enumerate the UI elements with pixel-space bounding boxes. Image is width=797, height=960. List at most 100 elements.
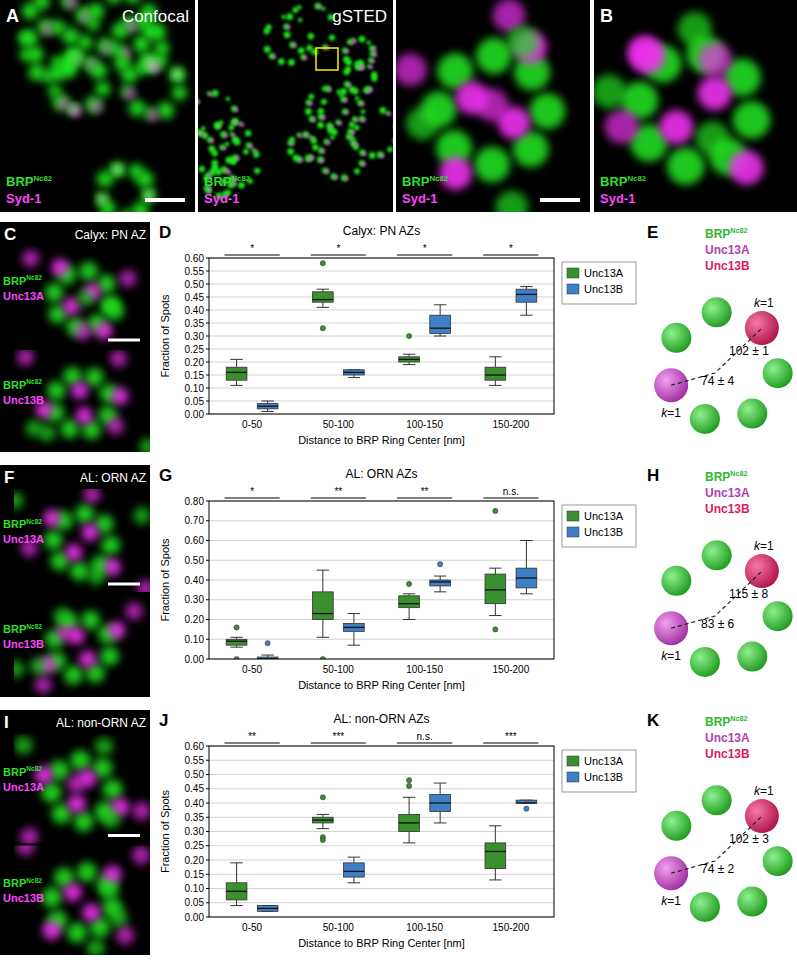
signal-blob	[529, 93, 565, 129]
signal-blob	[243, 149, 249, 155]
signal-blob	[298, 47, 305, 54]
whisker-cap	[317, 570, 329, 571]
signal-blob	[224, 133, 228, 137]
signal-blob	[198, 100, 200, 104]
signal-blob	[101, 536, 120, 555]
legend-label: Unc13A	[584, 267, 624, 279]
box	[516, 568, 537, 588]
significance-bar	[225, 255, 280, 256]
signal-blob	[678, 12, 712, 46]
scale-bar	[145, 198, 185, 202]
signal-blob	[312, 144, 318, 150]
box-chart: GAL: ORN AZs0.000.100.200.300.400.500.60…	[159, 466, 636, 691]
legend-frame	[562, 505, 636, 547]
box	[399, 596, 420, 608]
signal-blob	[59, 99, 69, 109]
signal-blob	[201, 132, 205, 136]
median	[313, 819, 334, 820]
brp-sphere	[702, 540, 732, 570]
tick-label: 0.20	[185, 855, 205, 866]
axis-label: Fraction of Spots	[159, 294, 171, 378]
panel-letter: I	[4, 713, 9, 732]
whisker	[409, 797, 410, 814]
signal-blob	[67, 794, 85, 812]
scale-bar	[108, 339, 140, 342]
median	[226, 372, 247, 373]
distance-label: 74 ± 4	[701, 374, 735, 388]
outlier	[493, 508, 498, 513]
panel-letter: J	[159, 711, 168, 730]
signal-blob	[362, 152, 366, 156]
signal-blob	[64, 666, 83, 685]
signal-blob	[225, 142, 230, 147]
signal-blob	[108, 622, 125, 639]
tick-label: 0.10	[185, 383, 205, 394]
channel-name: BRP	[3, 275, 26, 287]
significance-label: *	[336, 243, 340, 254]
micrograph	[396, 0, 590, 212]
signal-blob	[212, 90, 219, 97]
whisker-cap	[520, 540, 532, 541]
signal-blob	[321, 149, 325, 153]
whisker	[495, 568, 496, 574]
signal-blob	[125, 0, 140, 4]
tick-label: 0.70	[185, 515, 205, 526]
signal-blob	[345, 111, 349, 115]
k-text: =1	[667, 894, 681, 908]
channel-name: BRP	[705, 470, 730, 484]
whisker-cap	[403, 364, 415, 365]
whisker-cap	[230, 905, 242, 906]
signal-blob	[370, 51, 376, 57]
box	[430, 315, 451, 333]
channel-name: Syd-1	[6, 191, 41, 206]
signal-blob	[95, 737, 113, 755]
legend-label: Unc13B	[584, 771, 623, 783]
box	[344, 623, 365, 631]
whisker-cap	[403, 842, 415, 843]
signal-blob	[42, 921, 60, 939]
panel-letter: A	[6, 6, 19, 26]
signal-blob	[387, 147, 393, 153]
distance-label: 83 ± 6	[701, 617, 735, 631]
signal-blob	[34, 0, 50, 10]
tick-label: 0.05	[185, 897, 205, 908]
signal-blob	[342, 108, 348, 114]
signal-blob	[330, 173, 337, 180]
channel-superscript: Nc82	[26, 877, 42, 884]
signal-blob	[321, 7, 325, 11]
signal-blob	[373, 53, 377, 57]
signal-blob	[14, 736, 32, 754]
tick-label: 0.30	[185, 826, 205, 837]
signal-blob	[321, 99, 327, 105]
channel-label: Unc13B	[705, 259, 750, 273]
outlier	[320, 795, 325, 800]
whisker	[526, 302, 527, 315]
signal-blob	[147, 61, 155, 69]
legend-label: Unc13A	[584, 755, 624, 767]
box	[399, 814, 420, 831]
median	[516, 802, 537, 803]
brp-sphere	[702, 785, 732, 815]
box	[399, 357, 420, 362]
whisker	[440, 783, 441, 794]
plot-background	[209, 501, 554, 659]
channel-superscript: Nc82	[730, 469, 747, 478]
legend-swatch	[567, 284, 579, 294]
brp-sphere	[763, 846, 793, 876]
signal-blob	[318, 147, 324, 153]
signal-blob	[137, 580, 150, 592]
whisker	[353, 857, 354, 863]
signal-blob	[305, 155, 312, 162]
significance-bar	[311, 743, 366, 744]
box	[226, 367, 247, 380]
signal-blob	[125, 89, 135, 99]
signal-blob	[87, 939, 105, 955]
significance-label: *	[250, 486, 254, 497]
signal-blob	[324, 85, 331, 92]
whisker	[353, 631, 354, 645]
signal-blob	[359, 116, 365, 122]
significance-bar	[225, 498, 280, 499]
k-label: k=1	[661, 894, 681, 908]
signal-blob	[353, 142, 357, 146]
tick-label: 0.50	[185, 769, 205, 780]
